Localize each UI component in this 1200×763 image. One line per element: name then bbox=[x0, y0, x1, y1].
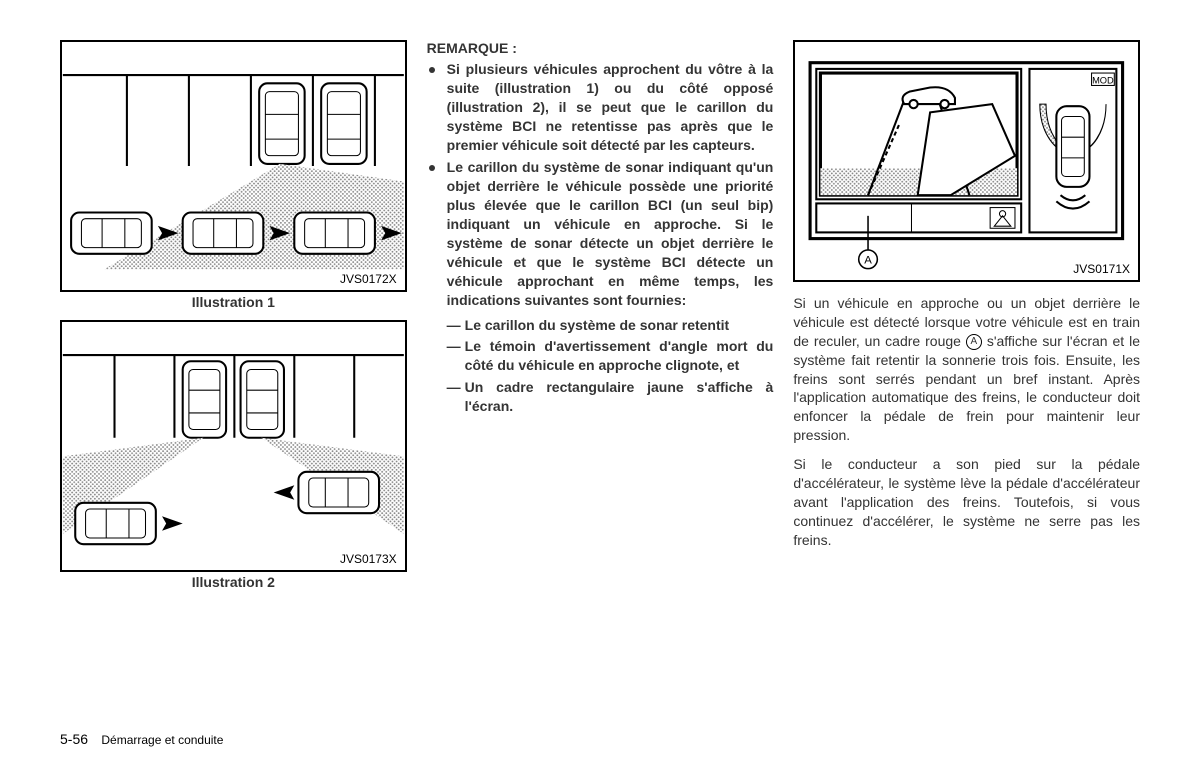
mod-label: MOD bbox=[1092, 75, 1114, 85]
page-footer: 5-56 Démarrage et conduite bbox=[60, 731, 223, 747]
marker-a-inline: A bbox=[966, 334, 982, 350]
figure-illustration-1: JVS0172X bbox=[60, 40, 407, 292]
figure-code: JVS0173X bbox=[340, 552, 397, 566]
middle-column: REMARQUE : Si plusieurs véhicules approc… bbox=[427, 40, 774, 745]
right-para-1: Si un véhicule en approche ou un objet d… bbox=[793, 294, 1140, 445]
right-para-2: Si le conducteur a son pied sur la pédal… bbox=[793, 455, 1140, 549]
figure-screen: MOD A JVS0171X bbox=[793, 40, 1140, 282]
illustration-2-svg bbox=[62, 322, 405, 570]
remarque-list: Si plusieurs véhicules approchent du vôt… bbox=[427, 60, 774, 314]
para1-after: s'affiche sur l'écran et le système fait… bbox=[793, 333, 1140, 443]
marker-a-label: A bbox=[865, 254, 873, 266]
manual-page: JVS0172X Illustration 1 bbox=[60, 40, 1140, 745]
remarque-dash: Le témoin d'avertissement d'angle mort d… bbox=[447, 337, 774, 375]
left-column: JVS0172X Illustration 1 bbox=[60, 40, 407, 745]
remarque-dash: Un cadre rectangulaire jaune s'affiche à… bbox=[447, 378, 774, 416]
section-title: Démarrage et conduite bbox=[101, 733, 223, 747]
remarque-bullet: Si plusieurs véhicules approchent du vôt… bbox=[427, 60, 774, 154]
remarque-heading: REMARQUE : bbox=[427, 40, 774, 56]
figure-illustration-2: JVS0173X bbox=[60, 320, 407, 572]
remarque-sublist: Le carillon du système de sonar retentit… bbox=[427, 316, 774, 419]
figure-code: JVS0171X bbox=[1073, 262, 1130, 276]
figure-caption: Illustration 2 bbox=[60, 574, 407, 590]
remarque-bullet: Le carillon du système de sonar indiquan… bbox=[427, 158, 774, 309]
remarque-dash: Le carillon du système de sonar retentit bbox=[447, 316, 774, 335]
figure-code: JVS0172X bbox=[340, 272, 397, 286]
right-column: MOD A JVS0171X Si u bbox=[793, 40, 1140, 745]
figure-caption: Illustration 1 bbox=[60, 294, 407, 310]
page-number: 5-56 bbox=[60, 731, 88, 747]
illustration-1-svg bbox=[62, 42, 405, 290]
screen-svg: MOD A bbox=[795, 42, 1138, 280]
